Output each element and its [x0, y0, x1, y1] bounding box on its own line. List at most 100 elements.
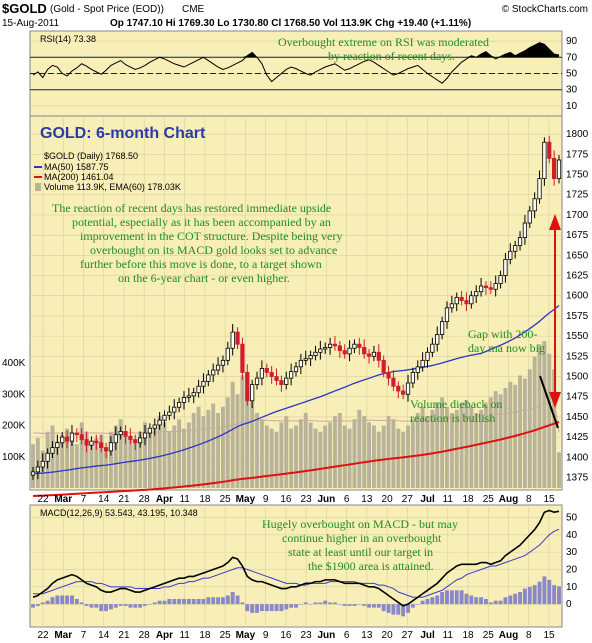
candle-body	[430, 343, 435, 353]
macd-histogram-bar	[479, 597, 484, 605]
candle-body	[454, 296, 459, 305]
volume-bar	[269, 428, 274, 488]
volume-bar	[230, 381, 235, 488]
price-tick-label: 1800	[566, 129, 589, 140]
volume-bar	[401, 431, 406, 488]
candle-body	[45, 452, 50, 462]
candle-body	[55, 442, 60, 449]
macd-histogram-bar	[211, 597, 216, 605]
candle-body	[381, 359, 386, 373]
main-xtick-label: 9	[263, 494, 269, 505]
volume-bar	[518, 375, 522, 488]
main-note-line-3: improvement in the COT structure. Despit…	[80, 229, 342, 243]
candle-body	[284, 377, 289, 385]
macd-histogram-bar	[138, 604, 143, 608]
macd-histogram-bar	[449, 590, 454, 605]
volume-bar	[420, 406, 425, 488]
ma-layer	[32, 305, 560, 497]
candle-body	[357, 343, 362, 348]
macd-tick-label: 10	[566, 582, 578, 593]
candle-body	[401, 390, 406, 395]
candle-body	[79, 434, 84, 440]
volume-bar	[284, 416, 289, 488]
main-xtick-label: Jul	[420, 494, 435, 505]
main-xtick-label: 20	[382, 494, 394, 505]
price-tick-label: 1450	[566, 412, 589, 423]
volume-bar	[440, 397, 445, 488]
macd-histogram-bar	[172, 598, 177, 605]
candle-body	[138, 437, 143, 444]
volume-bar	[274, 431, 279, 488]
candle-body	[352, 343, 357, 349]
volume-bar	[255, 413, 259, 488]
macd-xtick-label: 23	[301, 630, 313, 641]
macd-histogram-bar	[31, 604, 35, 608]
main-xtick-label: 28	[139, 494, 151, 505]
volume-bar	[94, 438, 99, 488]
volume-bar	[79, 422, 84, 488]
macd-histogram-bar	[143, 604, 147, 606]
macd-xtick-label: 16	[280, 630, 292, 641]
volume-note-line-2: reaction is bullish	[410, 411, 495, 425]
volume-bar	[157, 416, 162, 488]
macd-xtick-label: 28	[139, 630, 151, 641]
volume-bar	[313, 428, 318, 488]
volume-bar	[70, 438, 74, 488]
macd-histogram-bar	[547, 579, 552, 605]
candle-body	[386, 372, 391, 379]
volume-bar	[537, 344, 542, 488]
candle-body	[474, 291, 479, 297]
volume-bar	[240, 375, 245, 488]
volume-bar	[381, 425, 386, 488]
macd-xtick-label: 18	[462, 630, 474, 641]
candle-body	[440, 321, 445, 335]
macd-histogram-bar	[376, 604, 381, 608]
candle-body	[405, 382, 411, 395]
volume-bar	[123, 434, 128, 488]
macd-line	[32, 509, 560, 607]
header-symbol: $GOLD	[2, 1, 47, 16]
volume-bar	[118, 419, 123, 488]
macd-histogram-bar	[435, 595, 440, 605]
volume-bar	[152, 425, 157, 488]
price-tick-label: 1675	[566, 230, 589, 241]
volume-bar	[191, 413, 196, 488]
candle-body	[376, 351, 381, 361]
macd-histogram-bar	[440, 592, 445, 605]
macd-histogram-bar	[542, 576, 547, 605]
candle-body	[318, 348, 323, 353]
macd-tick-label: 30	[566, 547, 578, 558]
rsi-tick-label: 50	[566, 69, 578, 80]
volume-bar	[186, 422, 191, 488]
main-xtick-label: 15	[543, 494, 555, 505]
volume-note-line-1: Volume dieback on	[410, 397, 502, 411]
candle-body	[69, 432, 75, 442]
macd-histogram-bar	[74, 598, 79, 605]
candle-body	[362, 347, 367, 355]
macd-histogram-bar	[362, 604, 367, 606]
candle-body	[128, 435, 133, 440]
main-note-line-1: The reaction of recent days has restored…	[52, 201, 331, 215]
macd-histogram-bar	[410, 604, 415, 608]
candle-body	[250, 384, 255, 402]
volume-bar	[128, 438, 133, 488]
volume-bar	[289, 428, 294, 488]
candle-body	[74, 432, 79, 436]
volume-dieback-line	[539, 375, 559, 429]
main-legend-ma50: MA(50) 1587.75	[44, 162, 109, 172]
volume-bar	[367, 422, 372, 488]
candle-body	[522, 222, 528, 238]
macd-xtick-label: 13	[361, 630, 373, 641]
volume-bar	[211, 403, 216, 488]
candle-body	[211, 369, 216, 376]
macd-xtick-label: 9	[263, 630, 269, 641]
main-xtick-label: 6	[344, 494, 350, 505]
macd-histogram-bar	[488, 602, 493, 605]
candle-body	[215, 364, 221, 371]
macd-histogram-bar	[118, 604, 123, 606]
price-tick-label: 1625	[566, 271, 589, 282]
macd-histogram-bar	[464, 593, 469, 605]
volume-bar	[498, 394, 503, 488]
candle-body	[274, 376, 279, 381]
macd-xtick-label: 25	[220, 630, 232, 641]
